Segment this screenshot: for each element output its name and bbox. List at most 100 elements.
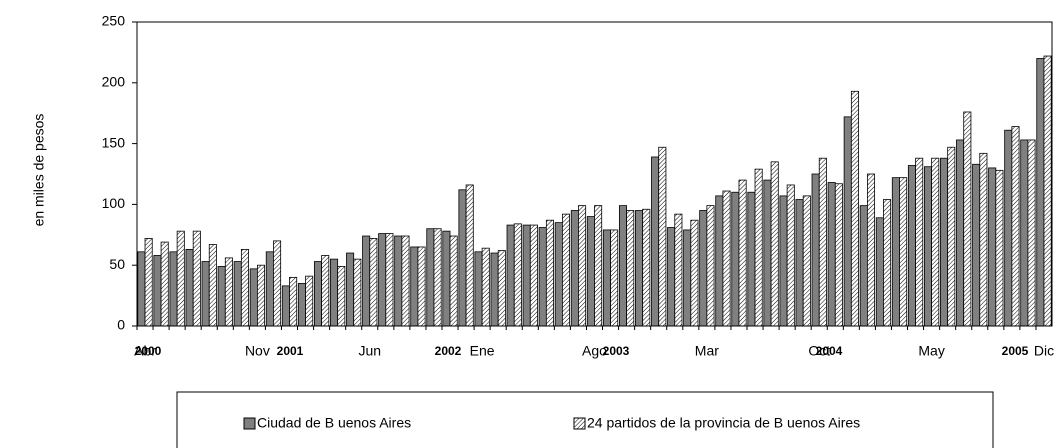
bar (410, 246, 419, 327)
legend-label: Ciudad de B uenos Aires (257, 415, 411, 431)
bar (233, 261, 242, 327)
bar (875, 217, 884, 327)
bar (529, 224, 538, 327)
bar (731, 191, 740, 327)
bar (522, 224, 531, 327)
bar (699, 210, 708, 327)
x-tick-label: Jun (358, 343, 381, 359)
bar (618, 205, 628, 327)
bar (690, 219, 699, 327)
bar (642, 208, 651, 327)
bar (401, 235, 410, 327)
bar (915, 157, 924, 327)
bar (481, 247, 490, 327)
bar (330, 258, 339, 327)
bar (273, 240, 282, 327)
bar (538, 227, 547, 327)
bar (779, 195, 788, 327)
bar (281, 285, 290, 327)
bar (827, 182, 836, 327)
bar (249, 268, 258, 327)
bar (265, 251, 274, 327)
legend-swatch (573, 417, 586, 430)
bar (747, 191, 756, 327)
bar (201, 261, 210, 327)
bar (988, 167, 997, 327)
bar (843, 116, 852, 327)
bar (963, 111, 972, 327)
bar (594, 205, 603, 327)
y-tick-label: 200 (102, 74, 126, 90)
bar (353, 258, 362, 327)
bar (859, 205, 868, 327)
x-tick-label: Mar (695, 343, 719, 359)
y-axis-label: en miles de pesos (31, 114, 47, 227)
y-tick-label: 100 (102, 195, 126, 211)
bar (385, 233, 394, 327)
bar (658, 146, 667, 327)
bar (561, 213, 571, 327)
bar (667, 227, 676, 327)
legend-box (176, 391, 994, 448)
bar (1011, 126, 1020, 327)
bar (394, 235, 403, 327)
y-tick-label: 250 (102, 13, 126, 29)
bar (674, 213, 683, 327)
bar (940, 157, 949, 327)
bar (979, 152, 988, 327)
bar (474, 251, 483, 327)
bar (972, 163, 981, 327)
bar (346, 252, 355, 327)
bar (586, 216, 595, 327)
bar (144, 238, 153, 327)
bar (321, 255, 330, 327)
bar (442, 230, 451, 327)
bar (802, 195, 811, 327)
bar (722, 190, 731, 327)
year-label: 2003 (603, 344, 630, 358)
year-label: 2001 (277, 344, 304, 358)
bar (208, 244, 217, 327)
bar (907, 165, 916, 327)
bar (715, 195, 724, 327)
bar (602, 229, 611, 327)
bar (834, 183, 843, 327)
year-label: 2005 (1002, 344, 1029, 358)
bar (883, 199, 892, 327)
bar (956, 139, 965, 327)
y-tick-label: 50 (109, 256, 125, 272)
bar (923, 166, 933, 327)
bar (465, 184, 474, 327)
bar (738, 179, 747, 327)
bar (1004, 129, 1013, 327)
x-tick-label: Ene (470, 343, 495, 359)
bar (578, 205, 587, 327)
bar (1020, 139, 1029, 327)
x-tick-label: Ago (582, 343, 607, 359)
x-tick-label: Abr (134, 343, 156, 359)
bar (763, 179, 772, 327)
bar (754, 168, 763, 327)
x-tick-label: Dic (1034, 343, 1054, 359)
bar (137, 251, 146, 327)
bar (891, 177, 900, 327)
bar (683, 229, 692, 327)
bar (811, 173, 820, 327)
bar (490, 252, 499, 327)
legend-swatch (243, 417, 256, 430)
bar (297, 283, 306, 327)
bar (378, 233, 387, 327)
bar (570, 210, 579, 327)
bar (426, 228, 435, 327)
bar (185, 248, 194, 327)
plot-frame (136, 21, 1053, 327)
bar (1027, 139, 1036, 327)
bar (506, 224, 515, 327)
bar (706, 205, 715, 327)
bar (995, 169, 1004, 327)
bar (176, 230, 185, 327)
bar (770, 161, 779, 327)
bar (417, 246, 426, 327)
bar (554, 222, 563, 327)
